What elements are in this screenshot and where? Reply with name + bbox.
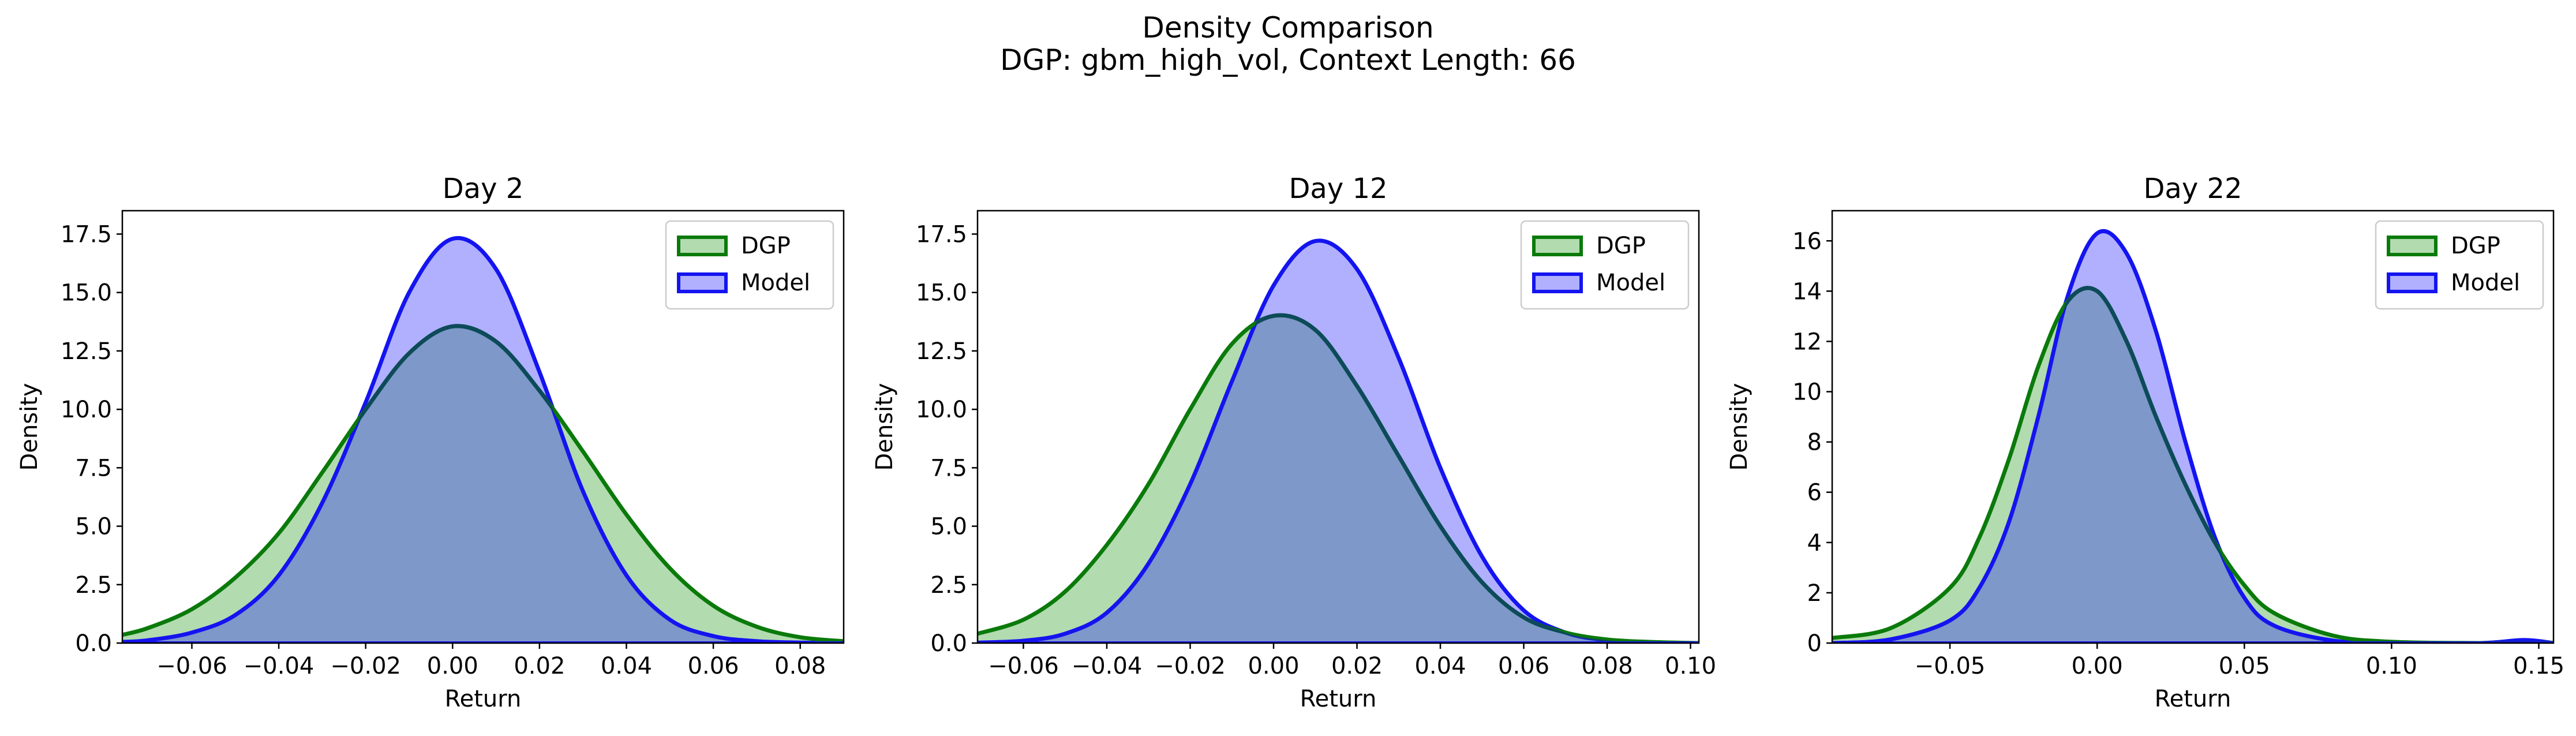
legend-dgp-swatch xyxy=(2387,236,2438,256)
legend: DGP Model xyxy=(2375,220,2544,310)
y-tick-label: 15.0 xyxy=(61,280,112,307)
x-axis-label: Return xyxy=(2155,686,2231,712)
x-tick-label: 0.06 xyxy=(1498,653,1549,679)
x-tick-label: 0.04 xyxy=(601,653,652,679)
y-tick-label: 5.0 xyxy=(930,514,967,540)
x-tick-label: 0.05 xyxy=(2219,653,2270,679)
y-tick-label: 16 xyxy=(1792,228,1822,255)
axes-frame xyxy=(1831,210,2555,644)
y-tick-label: 2.5 xyxy=(930,572,967,599)
x-tick-label: 0.10 xyxy=(2366,653,2417,679)
y-tick-label: 0.0 xyxy=(75,630,112,657)
y-tick-label: 17.5 xyxy=(916,221,967,248)
y-tick-label: 12 xyxy=(1792,328,1822,355)
y-tick-label: 6 xyxy=(1807,480,1822,506)
y-tick-label: 10 xyxy=(1792,379,1822,406)
y-tick-label: 10.0 xyxy=(916,397,967,423)
plot-area xyxy=(978,238,1699,643)
y-axis-label: Density xyxy=(871,383,898,470)
x-axis-label: Return xyxy=(445,686,522,712)
y-tick-label: 17.5 xyxy=(61,221,112,248)
x-tick-label: −0.05 xyxy=(1915,653,1986,679)
x-tick-label: 0.06 xyxy=(688,653,739,679)
y-tick-label: 5.0 xyxy=(75,514,112,540)
y-axis-label: Density xyxy=(1726,383,1753,470)
legend-model-swatch xyxy=(1532,272,1583,293)
legend-model-label: Model xyxy=(2451,270,2520,296)
x-tick-label: −0.06 xyxy=(156,653,227,679)
y-tick-label: 8 xyxy=(1807,429,1822,456)
figure-title: Density Comparison xyxy=(1142,11,1434,44)
x-tick-label: 0.15 xyxy=(2513,653,2564,679)
x-tick-label: −0.04 xyxy=(244,653,314,679)
y-tick-label: 14 xyxy=(1792,278,1822,305)
y-tick-label: 2 xyxy=(1807,580,1822,607)
y-tick-label: 12.5 xyxy=(61,338,112,365)
legend-model-label: Model xyxy=(1596,270,1665,296)
legend: DGP Model xyxy=(1520,220,1690,310)
x-tick-label: 0.10 xyxy=(1665,653,1716,679)
x-tick-label: 0.08 xyxy=(774,653,826,679)
chart-title: Day 12 xyxy=(1289,173,1387,205)
chart-title: Day 2 xyxy=(443,173,524,205)
axes-frame xyxy=(121,210,845,644)
legend: DGP Model xyxy=(665,220,834,310)
y-tick-label: 0.0 xyxy=(930,630,967,657)
legend-model-swatch xyxy=(677,272,728,293)
chart-panel-3: −0.05 0.00 0.05 0.10 0.15 0 2 4 6 8 10 12 14 16 Day 22… xyxy=(1726,173,2564,712)
x-tick-label: 0.04 xyxy=(1414,653,1466,679)
model-line xyxy=(122,236,844,643)
y-tick-label: 2.5 xyxy=(75,572,112,599)
x-axis-label: Return xyxy=(1300,686,1377,712)
chart-panel-2: −0.06 −0.04 −0.02 0.00 0.02 0.04 0.06 0.08 0.10 0… xyxy=(871,173,1716,712)
y-tick-label: 12.5 xyxy=(916,338,967,365)
x-tick-label: 0.00 xyxy=(427,653,478,679)
y-axis-label: Density xyxy=(16,383,43,470)
legend-model-swatch xyxy=(2387,272,2438,293)
axes-frame xyxy=(976,210,1700,644)
x-tick-label: 0.00 xyxy=(1248,653,1299,679)
legend-dgp-swatch xyxy=(1532,236,1583,256)
y-tick-label: 0 xyxy=(1807,630,1822,657)
legend-dgp-label: DGP xyxy=(2451,233,2500,259)
overlap-area xyxy=(1832,287,2553,643)
plot-area xyxy=(122,236,844,643)
x-tick-label: 0.02 xyxy=(1331,653,1383,679)
legend-dgp-label: DGP xyxy=(741,233,791,259)
legend-dgp-label: DGP xyxy=(1596,233,1646,259)
y-tick-label: 7.5 xyxy=(930,455,967,481)
y-tick-label: 15.0 xyxy=(916,280,967,307)
legend-dgp-swatch xyxy=(677,236,728,256)
legend-model-label: Model xyxy=(741,270,810,296)
x-tick-label: 0.08 xyxy=(1582,653,1633,679)
x-tick-label: −0.02 xyxy=(1155,653,1226,679)
x-tick-label: −0.04 xyxy=(1072,653,1143,679)
x-tick-label: −0.02 xyxy=(330,653,401,679)
figure-subtitle: DGP: gbm_high_vol, Context Length: 66 xyxy=(1000,43,1576,77)
y-tick-label: 10.0 xyxy=(61,397,112,423)
x-tick-label: −0.06 xyxy=(988,653,1059,679)
x-tick-label: 0.00 xyxy=(2072,653,2123,679)
chart-title: Day 22 xyxy=(2143,173,2242,205)
x-tick-label: 0.02 xyxy=(514,653,565,679)
chart-panel-1: −0.06 −0.04 −0.02 0.00 0.02 0.04 0.06 0.08 0.0 2.… xyxy=(16,173,845,712)
y-tick-label: 7.5 xyxy=(75,455,112,481)
overlap-area xyxy=(978,315,1699,643)
y-tick-label: 4 xyxy=(1807,530,1822,556)
